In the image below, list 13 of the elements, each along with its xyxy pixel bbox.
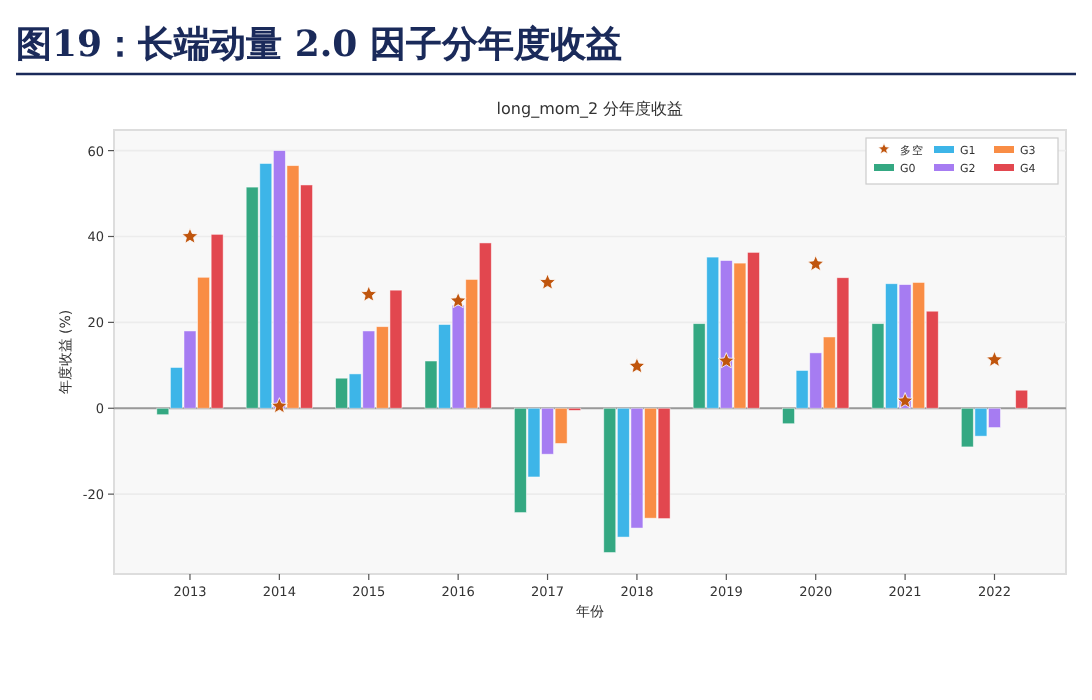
point <box>449 292 467 309</box>
chart-title: 图19：长端动量 2.0 因子分年度收益 <box>16 24 622 66</box>
point <box>539 273 556 290</box>
point <box>360 285 378 302</box>
point <box>181 227 199 244</box>
bar <box>1015 389 1029 409</box>
point <box>986 350 1003 367</box>
point <box>896 392 914 409</box>
point <box>628 357 646 374</box>
point <box>717 352 735 369</box>
point <box>807 255 825 272</box>
chart-subtitle: long_mom_2 分年度收益 <box>496 100 684 118</box>
point <box>270 397 288 414</box>
